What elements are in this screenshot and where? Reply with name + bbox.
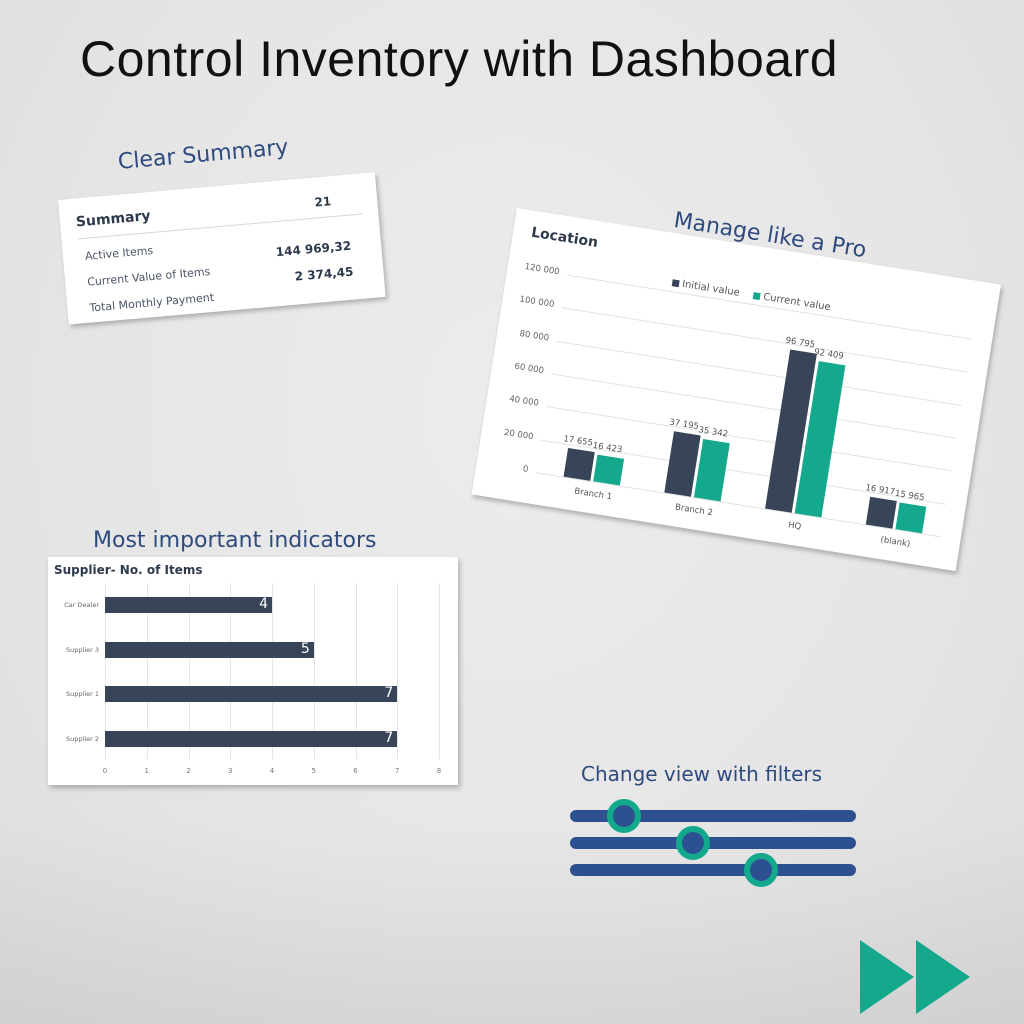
- x-tick-label: 4: [269, 767, 275, 775]
- background-texture: [0, 824, 1024, 1024]
- category-label: Supplier 2: [66, 734, 99, 743]
- y-tick-label: 0: [522, 464, 529, 475]
- data-label: 16 917: [864, 482, 896, 498]
- summary-title: Summary: [75, 208, 152, 231]
- sliders-icon: [570, 798, 858, 888]
- data-label: 37 195: [668, 417, 700, 433]
- data-label: 5: [300, 640, 310, 657]
- slider-track: [570, 837, 856, 849]
- bar: 7: [105, 685, 398, 702]
- y-tick-label: 20 000: [503, 427, 535, 442]
- x-tick-label: 7: [395, 767, 400, 775]
- data-label: 16 423: [592, 440, 623, 456]
- bar-current: [593, 454, 625, 486]
- x-tick-label: 1: [144, 767, 149, 775]
- category-label: Supplier 3: [66, 645, 99, 654]
- slider-knob: [744, 853, 778, 887]
- bar: 4: [105, 596, 272, 613]
- gridline: [146, 583, 148, 759]
- category-label: Branch 1: [573, 486, 613, 503]
- category-label: HQ: [787, 520, 802, 533]
- row-label: Active Items: [84, 243, 154, 263]
- indicators-heading: Most important indicators: [93, 528, 377, 553]
- page-title: Control Inventory with Dashboard: [80, 31, 839, 87]
- category-label: Branch 2: [674, 502, 714, 519]
- x-tick-label: 3: [228, 767, 233, 775]
- summary-heading: Clear Summary: [117, 135, 290, 175]
- slider-knob: [676, 826, 710, 860]
- bar-initial: [563, 447, 595, 481]
- location-chart-card: Location Initial value Current value 0 20…: [471, 208, 1001, 572]
- location-plot-area: 0 20 000 40 000 60 000 80 000 100 000 120 000 1…: [503, 262, 973, 550]
- y-tick-label: 120 000: [523, 261, 561, 278]
- slider-track: [570, 810, 856, 822]
- y-tick-label: 80 000: [518, 328, 550, 344]
- slider-track: [570, 864, 856, 876]
- legend-swatch-icon: [752, 292, 761, 301]
- slider-knob: [607, 799, 641, 833]
- row-value: 144 969,32: [275, 238, 352, 260]
- row-value: 2 374,45: [294, 264, 354, 284]
- data-label: 7: [384, 685, 394, 701]
- y-tick-label: 60 000: [513, 361, 545, 377]
- chart-title: Location: [530, 224, 600, 251]
- data-label: 7: [384, 729, 394, 746]
- row-label: Total Monthly Payment: [88, 290, 215, 315]
- x-tick-label: 8: [436, 767, 442, 775]
- supplier-plot-area: 0 1 2 3 4 5 6 7 8 4 Car Dealer 5 Supplier 3 7 Supplier…: [64, 583, 441, 775]
- gridline: [355, 583, 357, 759]
- data-label: 96 795: [784, 335, 816, 350]
- row-label: Current Value of Items: [86, 265, 211, 289]
- bar: 7: [105, 729, 398, 747]
- summary-count: 21: [313, 194, 332, 210]
- data-label: 4: [259, 596, 268, 612]
- category-label: Car Dealer: [64, 601, 99, 609]
- y-tick-label: 100 000: [518, 294, 556, 311]
- gridline: [105, 583, 106, 759]
- gridline: [397, 583, 399, 759]
- x-tick-label: 6: [353, 767, 358, 775]
- summary-header: Summary 21: [75, 187, 363, 240]
- gridline: [439, 583, 440, 759]
- data-label: 15 965: [894, 489, 926, 504]
- gridline: [230, 583, 232, 759]
- data-label: 92 409: [813, 347, 845, 362]
- x-tick-label: 2: [186, 767, 191, 775]
- bar-current: [895, 502, 927, 534]
- chart-title: Supplier- No. of Items: [54, 563, 203, 577]
- gridline: [313, 583, 315, 759]
- bar-current: [693, 439, 730, 502]
- data-label: 35 342: [697, 425, 729, 440]
- supplier-chart-card: Supplier- No. of Items 0 1 2 3 4 5 6 7 8 4 Car Dea…: [48, 557, 458, 785]
- summary-card: Summary 21 Active Items Current Value of…: [58, 172, 386, 325]
- bar-initial: [865, 496, 897, 529]
- x-tick-label: 5: [311, 767, 316, 775]
- legend-swatch-icon: [671, 279, 680, 288]
- bar: 5: [105, 640, 314, 658]
- category-label: (blank): [879, 535, 911, 550]
- filters-heading: Change view with filters: [581, 762, 823, 786]
- data-label: 17 655: [562, 433, 594, 449]
- category-label: Supplier 1: [66, 690, 99, 698]
- y-tick-label: 40 000: [508, 394, 540, 410]
- gridline: [272, 583, 273, 759]
- gridline: [188, 583, 190, 759]
- fast-forward-icon[interactable]: [860, 940, 972, 1014]
- x-tick-label: 0: [102, 767, 108, 775]
